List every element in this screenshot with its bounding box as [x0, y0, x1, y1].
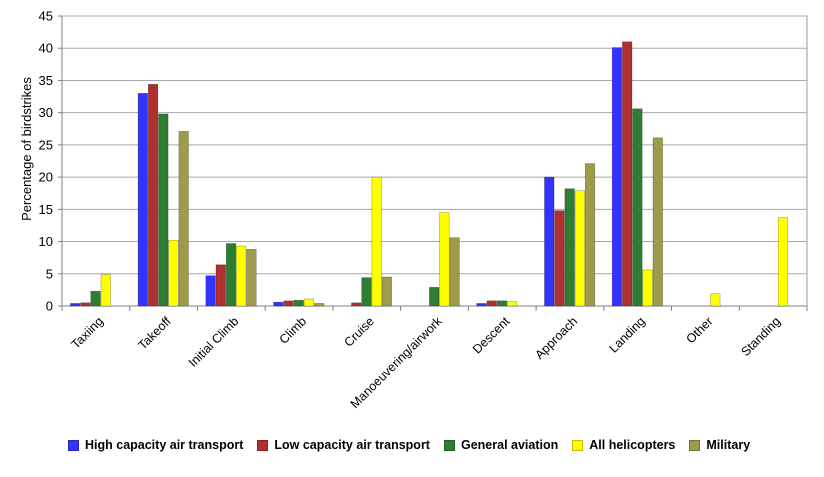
y-tick-label: 20: [39, 170, 53, 185]
bar: [507, 301, 518, 307]
bar: [303, 298, 315, 307]
legend-swatch: [572, 439, 584, 451]
bar: [205, 275, 216, 307]
bar: [652, 137, 663, 307]
legend: High capacity air transport Low capacity …: [68, 438, 764, 452]
bar: [158, 113, 169, 307]
x-category-label: Takeoff: [135, 314, 174, 353]
bar: [293, 299, 304, 307]
x-category-label: Standing: [738, 314, 783, 359]
legend-swatch: [257, 439, 269, 451]
legend-item: All helicopters: [572, 438, 675, 452]
bar: [178, 131, 189, 307]
bar: [361, 277, 372, 307]
bar: [225, 243, 237, 307]
x-category-label: Descent: [470, 314, 513, 357]
legend-label: Military: [706, 438, 751, 452]
bar: [574, 190, 585, 307]
bar: [371, 176, 382, 307]
legend-item: High capacity air transport: [68, 438, 243, 452]
bar: [564, 188, 575, 307]
legend-item: Low capacity air transport: [257, 438, 430, 452]
y-tick-label: 30: [39, 105, 53, 120]
bar: [632, 108, 643, 307]
x-category-label: Climb: [277, 314, 310, 347]
bar: [429, 287, 440, 307]
y-axis-title: Percentage of birdstrikes: [19, 77, 34, 221]
bar: [611, 47, 623, 307]
bar: [351, 302, 362, 307]
y-tick-label: 25: [39, 137, 53, 152]
y-tick-label: 45: [39, 9, 53, 24]
legend-item: General aviation: [443, 438, 559, 452]
legend-swatch: [443, 439, 455, 451]
legend-swatch: [68, 439, 79, 451]
bar: [777, 217, 789, 307]
legend-swatch: [689, 439, 701, 451]
bar: [283, 300, 294, 307]
legend-label: General aviation: [460, 438, 559, 452]
bar: [584, 163, 596, 307]
y-tick-label: 40: [39, 41, 53, 56]
bar: [544, 176, 555, 307]
legend-label: All helicopters: [589, 438, 676, 452]
bar: [381, 276, 392, 307]
bar: [439, 212, 450, 307]
bar: [710, 293, 721, 307]
bar: [486, 300, 497, 307]
y-tick-label: 10: [39, 234, 53, 249]
bar: [168, 239, 179, 307]
bar: [314, 303, 325, 307]
bar: [496, 300, 508, 307]
legend-item: Military: [689, 438, 750, 452]
bar: [642, 269, 653, 307]
bar: [147, 84, 159, 307]
bar: [622, 41, 633, 307]
x-category-label: Landing: [606, 314, 647, 355]
bar: [246, 248, 257, 307]
x-category-label: Initial Climb: [186, 314, 242, 370]
bar: [70, 303, 81, 307]
bar: [137, 93, 148, 307]
x-category-label: Approach: [532, 314, 580, 362]
x-category-label: Cruise: [341, 314, 376, 349]
x-category-label: Taxiing: [69, 314, 106, 351]
y-tick-label: 15: [39, 202, 53, 217]
y-tick-label: 0: [46, 299, 53, 314]
y-tick-label: 5: [46, 266, 53, 281]
bar: [236, 245, 247, 307]
bar: [90, 290, 101, 307]
bar: [100, 274, 111, 307]
legend-label: Low capacity air transport: [274, 438, 430, 452]
bar: [215, 264, 226, 307]
bar: [554, 210, 565, 307]
x-category-label: Other: [684, 314, 716, 346]
legend-label: High capacity air transport: [85, 438, 244, 452]
bar: [476, 303, 487, 307]
bar: [80, 302, 91, 307]
y-tick-label: 35: [39, 73, 53, 88]
bar: [449, 237, 460, 307]
bar: [273, 301, 284, 307]
